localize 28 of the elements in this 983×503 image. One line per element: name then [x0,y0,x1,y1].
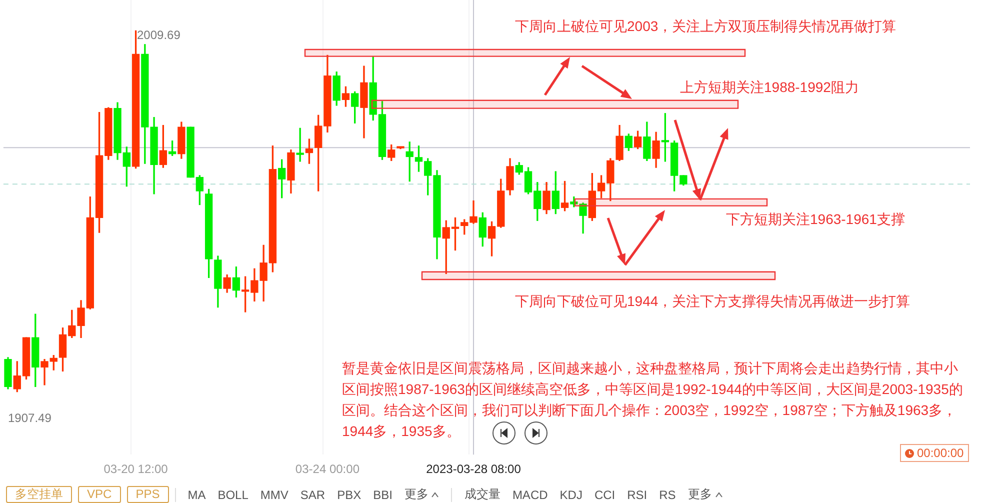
text: PBX [337,488,362,502]
text: 更多 [688,486,712,503]
text: MA [188,488,206,502]
text: 多空挂单 [15,487,63,501]
text: 更多 [404,486,428,503]
text: RSI [627,488,648,502]
text: 1907.49 [8,411,52,425]
x-tick-label: 03-20 12:00 [104,462,168,476]
annotation: 2009.69 [137,28,180,42]
text: 下方短期关注1963-1961支撑 [726,211,905,229]
text: BOLL [218,488,248,502]
text: SAR [300,488,326,502]
annotation: 下周向下破位可见1944，关注下方支撑得失情况再做进一步打算 [515,293,910,311]
text: PPS [136,487,160,501]
annotation: 上方短期关注1988-1992阻力 [680,79,859,97]
x-tick-label: 2023-03-28 08:00 [426,462,522,476]
annotation: 下周向上破位可见2003，关注上方双顶压制得失情况再做打算 [515,18,896,36]
annotation: 暂是黄金依旧是区间震荡格局，区间越来越小，这种盘整格局，预计下周将会走出趋势行情，其中小区间按照1987-1963的区间继续高空低多，中等区间是1992-1944的中等区间，大区间是2003-1935的区间。结合这个区间，我们可以判断下面几个操作：2003空，1992空，1987空；下方触及1963多，1944多，1935多。 [342,359,964,441]
x-tick-label: 03-24 00:00 [295,462,360,476]
text: RS [659,488,676,502]
text: VPC [87,487,112,501]
text: MMV [260,488,288,502]
text: CCI [594,488,616,502]
text: KDJ [560,488,582,502]
text: 00:00:00 [917,446,964,460]
text: MACD [512,488,548,502]
text: BBI [373,488,392,502]
text: 成交量 [464,486,500,503]
